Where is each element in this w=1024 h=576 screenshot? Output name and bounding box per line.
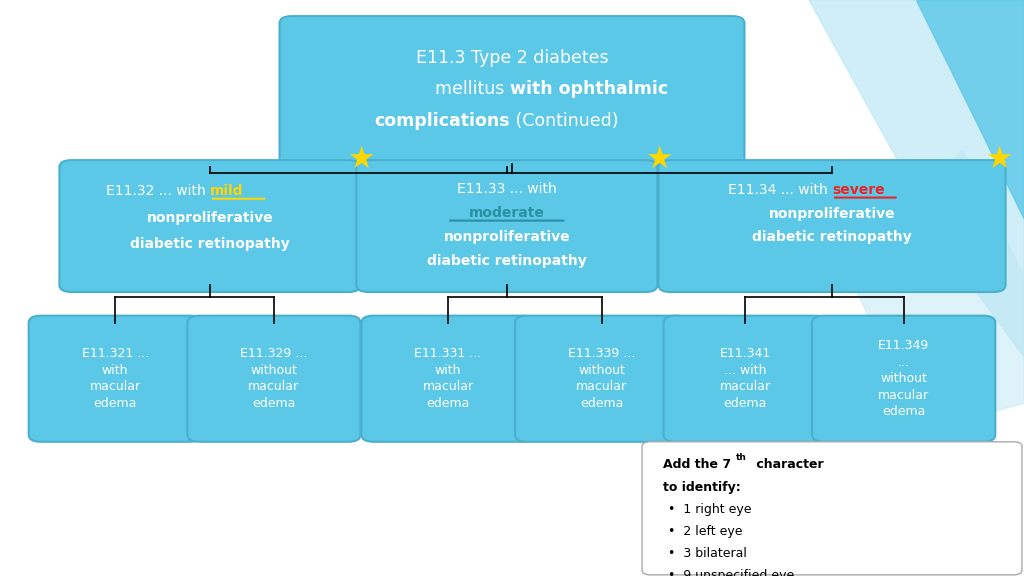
Text: •  2 left eye: • 2 left eye [668, 525, 742, 538]
Text: E11.321 ...
with
macular
edema: E11.321 ... with macular edema [82, 347, 148, 410]
FancyBboxPatch shape [280, 16, 744, 171]
Text: diabetic retinopathy: diabetic retinopathy [427, 254, 587, 268]
FancyBboxPatch shape [29, 316, 202, 442]
Text: ★: ★ [645, 145, 672, 173]
FancyBboxPatch shape [664, 316, 826, 442]
Text: Add the 7: Add the 7 [663, 458, 731, 471]
Text: diabetic retinopathy: diabetic retinopathy [752, 230, 912, 244]
FancyBboxPatch shape [658, 160, 1006, 292]
Text: •  9 unspecified eye: • 9 unspecified eye [668, 569, 794, 576]
Text: E11.331 ...
with
macular
edema: E11.331 ... with macular edema [415, 347, 481, 410]
Text: nonproliferative: nonproliferative [769, 207, 895, 221]
Text: E11.33 ... with: E11.33 ... with [457, 182, 557, 196]
Text: ★: ★ [347, 145, 374, 173]
FancyBboxPatch shape [187, 316, 360, 442]
Text: severe: severe [831, 183, 885, 197]
Text: nonproliferative: nonproliferative [146, 211, 273, 225]
Text: character: character [752, 458, 823, 471]
Text: •  3 bilateral: • 3 bilateral [668, 547, 746, 560]
Text: mild: mild [210, 184, 244, 198]
Text: diabetic retinopathy: diabetic retinopathy [130, 237, 290, 251]
Text: E11.3 Type 2 diabetes: E11.3 Type 2 diabetes [416, 48, 608, 67]
Text: (Continued): (Continued) [510, 112, 618, 130]
Text: mellitus: mellitus [435, 80, 510, 98]
Polygon shape [809, 0, 1024, 357]
Text: ★: ★ [985, 145, 1012, 173]
Text: E11.329 ...
without
macular
edema: E11.329 ... without macular edema [241, 347, 307, 410]
Text: E11.341
... with
macular
edema: E11.341 ... with macular edema [719, 347, 771, 410]
Text: E11.34 ... with: E11.34 ... with [728, 183, 831, 197]
Text: •  1 right eye: • 1 right eye [668, 503, 752, 516]
FancyBboxPatch shape [812, 316, 995, 442]
Text: E11.339 ...
without
macular
edema: E11.339 ... without macular edema [568, 347, 635, 410]
Text: moderate: moderate [469, 206, 545, 220]
Text: with ophthalmic: with ophthalmic [510, 80, 668, 98]
FancyBboxPatch shape [59, 160, 360, 292]
Polygon shape [916, 0, 1024, 219]
FancyBboxPatch shape [361, 316, 535, 442]
Text: to identify:: to identify: [663, 482, 740, 494]
FancyBboxPatch shape [515, 316, 688, 442]
Text: nonproliferative: nonproliferative [443, 230, 570, 244]
FancyBboxPatch shape [356, 160, 657, 292]
Polygon shape [850, 150, 1024, 432]
Text: complications: complications [375, 112, 510, 130]
Text: E11.349
...
without
macular
edema: E11.349 ... without macular edema [878, 339, 930, 418]
FancyBboxPatch shape [642, 442, 1022, 575]
Text: E11.32 ... with: E11.32 ... with [105, 184, 210, 198]
Text: th: th [736, 453, 748, 463]
